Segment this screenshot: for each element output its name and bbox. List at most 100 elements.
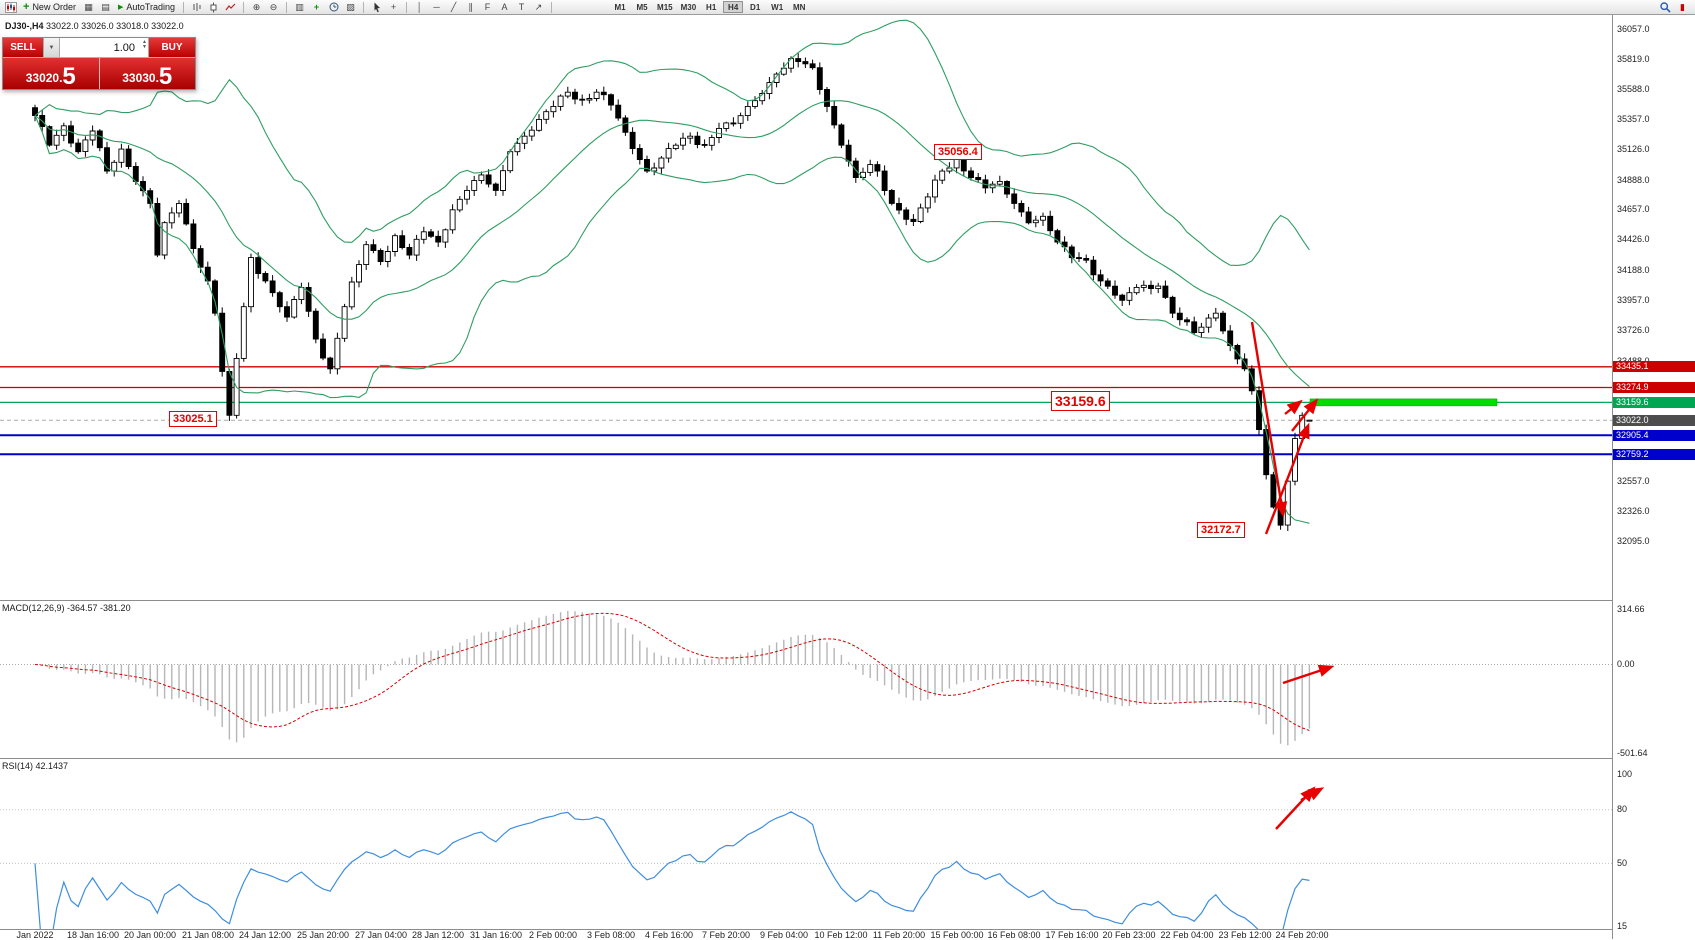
time-label: 10 Feb 12:00 [814,930,868,940]
time-label: 28 Jan 12:00 [411,930,465,940]
main-chart-panel[interactable]: DJ30-,H4 33022.0 33026.0 33018.0 33022.0… [0,15,1612,600]
timeframe-h1-button[interactable]: H1 [706,2,717,12]
macd-label: MACD(12,26,9) -364.57 -381.20 [2,603,131,613]
time-label: 31 Jan 16:00 [469,930,523,940]
price-scale-label: 34888.0 [1617,174,1650,185]
stop-icon[interactable]: ▮ [1680,1,1685,12]
volume-stepper[interactable]: ▲ ▼ [142,40,147,50]
new-order-plus-icon: + [23,1,30,13]
autotrading-play-icon: ▶ [117,4,124,11]
rsi-scale-label: 80 [1617,804,1628,815]
text-icon[interactable]: A [501,1,508,12]
time-label: 27 Jan 04:00 [354,930,408,940]
order-type-dropdown[interactable]: ▼ [43,38,60,57]
chart-window-icon[interactable] [3,1,18,14]
price-scale[interactable]: 36057.0 35819.0 35588.0 35357.0 35126.0 34888… [1612,15,1695,939]
shapes-icon[interactable]: ↗ [534,1,543,12]
toolbar: + New Order ▦ ▤ ▶ AutoTrading ⊕ ⊖ ▥ + ▨ + │ ─ ╱ ∥ F… [0,0,1695,15]
new-order-label: New Order [32,2,76,12]
time-label: 15 Feb 00:00 [930,930,984,940]
sell-small-button[interactable]: SELL [3,38,43,57]
indicators-icon[interactable]: + [313,1,320,12]
stepper-down-icon[interactable]: ▼ [142,44,147,50]
buy-price: 33030. [122,71,159,85]
rsi-panel[interactable]: RSI(14) 42.1437 [0,758,1612,930]
chevron-down-icon: ▼ [48,44,55,51]
tile-windows-icon[interactable]: ▥ [295,1,304,12]
zoom-in-icon[interactable]: ⊕ [252,1,261,12]
stepper-up-icon[interactable]: ▲ [142,39,147,45]
crosshair-icon[interactable]: + [390,1,397,12]
time-axis[interactable]: Jan 2022 18 Jan 16:00 20 Jan 00:00 21 Jan 0… [0,929,1612,940]
price-scale-label: 35126.0 [1617,143,1650,154]
profiles-icon[interactable]: ▤ [101,1,110,12]
timeframe-h4-button[interactable]: H4 [723,1,744,13]
time-label: 21 Jan 08:00 [181,930,235,940]
price-callout[interactable]: 33159.6 [1051,391,1110,412]
price-tag: 32905.4 [1613,429,1695,441]
rsi-label: RSI(14) 42.1437 [2,761,69,771]
channel-icon[interactable]: ∥ [468,1,473,12]
rsi-scale-label: 100 [1617,768,1633,779]
toolbar-separator [363,1,365,13]
time-label: 3 Feb 08:00 [586,930,636,940]
macd-scale-label: 314.66 [1617,603,1645,614]
timeframe-d1-button[interactable]: D1 [750,2,761,12]
buy-price-button[interactable]: 33030. 5 [99,58,195,90]
sell-price: 33020. [25,71,63,85]
cursor-icon[interactable] [369,1,384,14]
toolbar-separator [243,1,245,13]
horizontal-line-icon[interactable]: ─ [433,1,440,12]
toolbar-separator [183,1,185,13]
toolbar-separator [551,1,553,13]
price-scale-label: 35357.0 [1617,114,1650,124]
timeframe-m30-button[interactable]: M30 [680,2,697,12]
templates-icon[interactable]: ▨ [346,1,355,12]
price-callout[interactable]: 32172.7 [1197,522,1245,539]
price-callout[interactable]: 33025.1 [169,411,217,428]
timeframe-m5-button[interactable]: M5 [636,2,648,12]
fibonacci-icon[interactable]: F [484,1,491,12]
toolbar-separator [286,1,288,13]
time-label: 7 Feb 20:00 [701,930,751,940]
price-scale-label: 32095.0 [1617,535,1650,546]
candlestick-chart-icon[interactable] [206,1,221,14]
new-order-button[interactable]: + New Order [18,1,81,14]
autotrading-button[interactable]: ▶ AutoTrading [113,1,180,14]
label-icon[interactable]: T [518,1,525,12]
timeframe-mn-button[interactable]: MN [792,2,806,12]
volume-input[interactable] [60,38,148,57]
timeframe-toolbar: M1 M5 M15 M30 H1 H4 D1 W1 MN [610,1,809,13]
candlestick-chart[interactable] [0,15,1612,600]
time-label: Jan 2022 [16,930,54,940]
timeframe-w1-button[interactable]: W1 [771,2,784,12]
price-callout[interactable]: 35056.4 [934,144,982,161]
volume-field: ▲▼ [60,38,149,57]
price-scale-label: 36057.0 [1617,23,1650,34]
time-label: 17 Feb 16:00 [1045,930,1099,940]
trendline-icon[interactable]: ╱ [450,1,457,12]
time-label: 22 Feb 04:00 [1160,930,1214,940]
symbol-ohlc-readout: DJ30-,H4 33022.0 33026.0 33018.0 33022.0 [5,21,184,31]
vertical-line-icon[interactable]: │ [416,1,423,12]
timeframe-m1-button[interactable]: M1 [614,2,626,12]
time-label: 23 Feb 12:00 [1218,930,1272,940]
buy-small-button[interactable]: BUY [149,38,195,57]
time-label: 20 Jan 00:00 [123,930,177,940]
line-chart-icon[interactable] [223,1,238,14]
bar-chart-icon[interactable] [189,1,204,14]
price-scale-label: 34188.0 [1617,265,1650,275]
macd-panel[interactable]: MACD(12,26,9) -364.57 -381.20 [0,600,1612,758]
search-icon[interactable] [1658,1,1673,14]
timeframe-m15-button[interactable]: M15 [657,2,673,12]
symbol-name: DJ30-,H4 [5,21,44,31]
charts-menu-icon[interactable]: ▦ [84,1,93,12]
periods-icon[interactable] [326,1,341,14]
time-label: 24 Feb 20:00 [1275,930,1329,940]
price-scale-label: 33488.0 [1617,356,1650,366]
buy-price-big-digit: 5 [158,63,173,90]
price-scale-label: 32557.0 [1617,475,1650,486]
sell-price-button[interactable]: 33020. 5 [3,58,100,89]
price-tag: 33022.0 [1613,414,1695,426]
zoom-out-icon[interactable]: ⊖ [269,1,278,12]
